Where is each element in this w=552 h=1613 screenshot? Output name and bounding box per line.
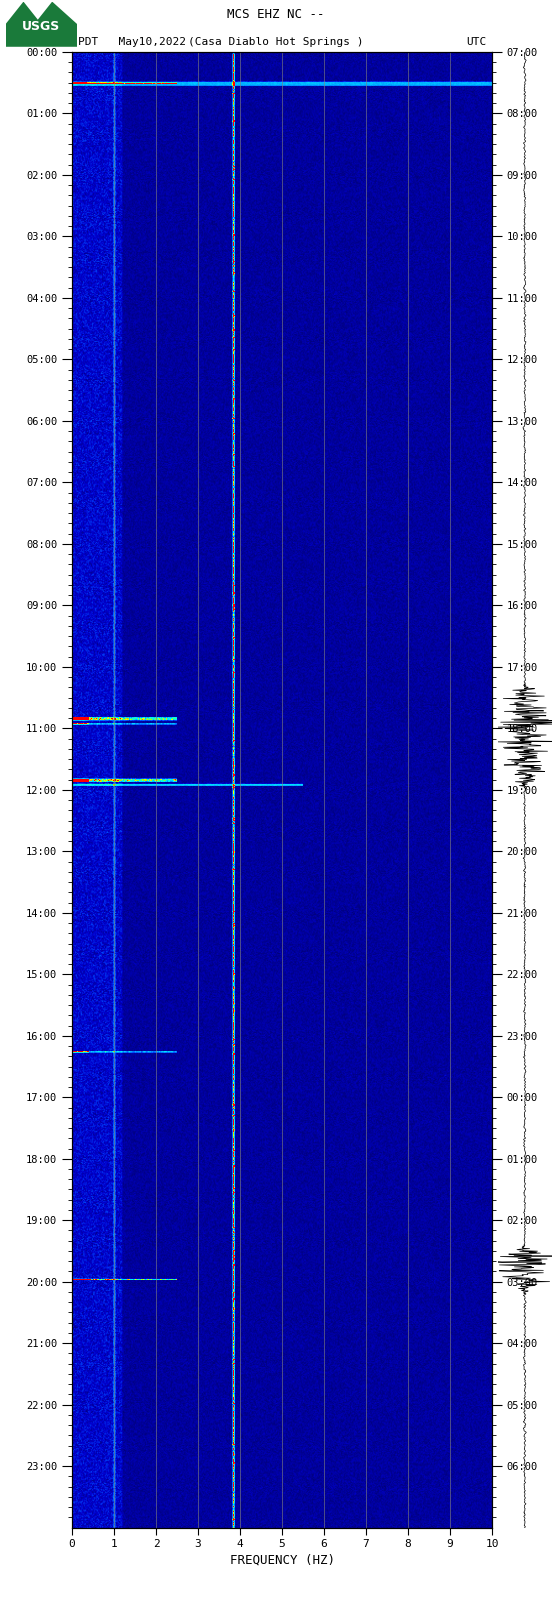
Text: PDT   May10,2022: PDT May10,2022 [77, 37, 185, 47]
X-axis label: FREQUENCY (HZ): FREQUENCY (HZ) [230, 1553, 335, 1566]
Text: MCS EHZ NC --: MCS EHZ NC -- [227, 8, 325, 21]
Text: (Casa Diablo Hot Springs ): (Casa Diablo Hot Springs ) [188, 37, 364, 47]
Polygon shape [6, 2, 77, 47]
Text: USGS: USGS [22, 19, 61, 32]
Text: UTC: UTC [466, 37, 486, 47]
